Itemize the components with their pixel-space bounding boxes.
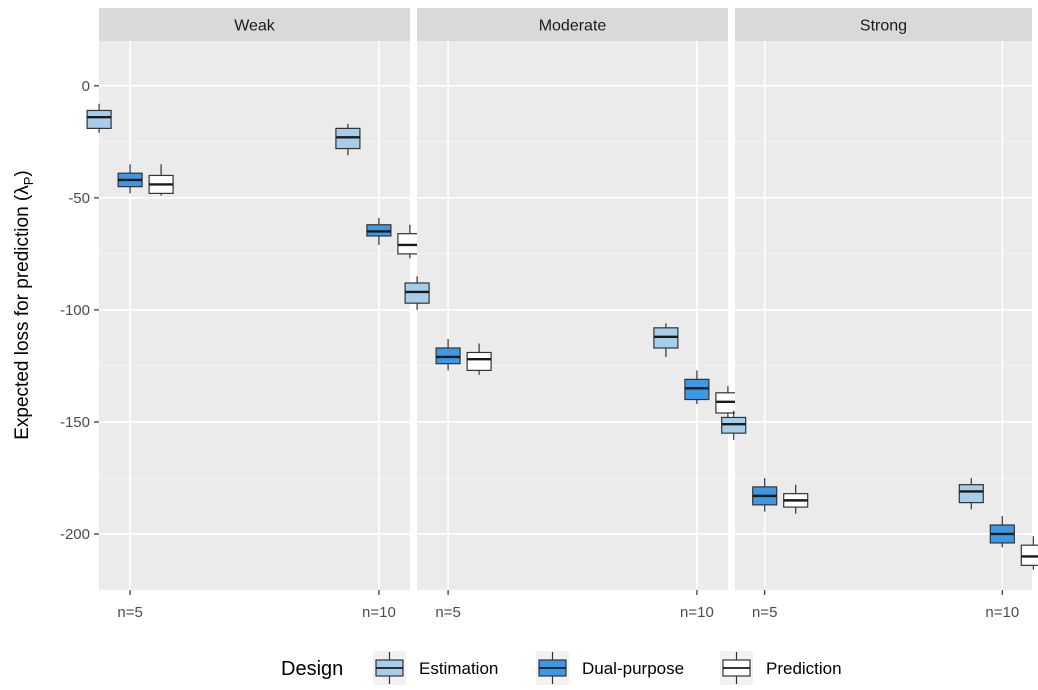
panel-background	[99, 41, 410, 590]
box-dual-purpose	[366, 218, 392, 245]
box-prediction	[1020, 536, 1038, 570]
facet-panel: Weak n=5 n=10	[86, 8, 423, 621]
legend-key-dual-purpose: Dual-purpose	[536, 651, 684, 685]
legend-title: Design	[281, 658, 343, 680]
box-prediction	[397, 224, 423, 259]
y-axis: 0 -50 -100 -150 -200	[60, 78, 99, 543]
legend: Design Estimation Dual-purpose Prediction	[281, 651, 842, 685]
facet-strip	[735, 8, 1032, 41]
legend-label: Prediction	[766, 659, 842, 678]
box-body	[466, 351, 492, 372]
y-tick-label: -200	[60, 526, 90, 543]
facet-panel: Moderate n=5 n=10	[404, 8, 741, 621]
box-prediction	[466, 343, 492, 375]
box-estimation	[721, 410, 747, 440]
y-tick-label: -150	[60, 414, 90, 431]
facet-strip	[417, 8, 728, 41]
y-tick-label: -100	[60, 302, 90, 319]
box-dual-purpose	[684, 370, 710, 405]
x-tick-label: n=10	[680, 604, 714, 621]
box-estimation	[335, 123, 361, 156]
box-estimation	[404, 276, 430, 310]
legend-label: Estimation	[419, 659, 498, 678]
box-estimation	[86, 103, 112, 133]
x-tick-label: n=5	[752, 604, 777, 621]
legend-label: Dual-purpose	[582, 659, 684, 678]
box-dual-purpose	[117, 164, 143, 194]
legend-key-estimation: Estimation	[373, 651, 498, 685]
box-dual-purpose	[752, 477, 778, 512]
y-axis-label: Expected loss for prediction (λP)	[12, 170, 36, 440]
box-dual-purpose	[435, 339, 461, 371]
x-tick-label: n=10	[362, 604, 396, 621]
x-tick-label: n=10	[985, 604, 1019, 621]
box-body	[958, 484, 984, 504]
facet-strip	[99, 8, 410, 41]
box-body	[86, 109, 112, 129]
facet-strip-label: Strong	[860, 18, 907, 35]
box-prediction	[148, 164, 174, 196]
facet-panels: Weak n=5 n=10 Moderate n=5 n=10 Strong n=5 n=10	[86, 8, 1038, 621]
box-estimation	[958, 477, 984, 510]
panel-background	[735, 41, 1032, 590]
legend-key-prediction: Prediction	[720, 651, 842, 685]
facet-strip-label: Moderate	[539, 18, 607, 35]
box-prediction	[783, 484, 809, 514]
y-tick-label: -50	[68, 190, 90, 207]
y-tick-label: 0	[82, 78, 90, 95]
box-estimation	[653, 323, 679, 357]
box-dual-purpose	[989, 516, 1015, 548]
facet-panel: Strong n=5 n=10	[721, 8, 1038, 621]
x-tick-label: n=5	[435, 604, 460, 621]
panel-background	[417, 41, 728, 590]
facet-strip-label: Weak	[234, 18, 276, 35]
x-tick-label: n=5	[117, 604, 142, 621]
